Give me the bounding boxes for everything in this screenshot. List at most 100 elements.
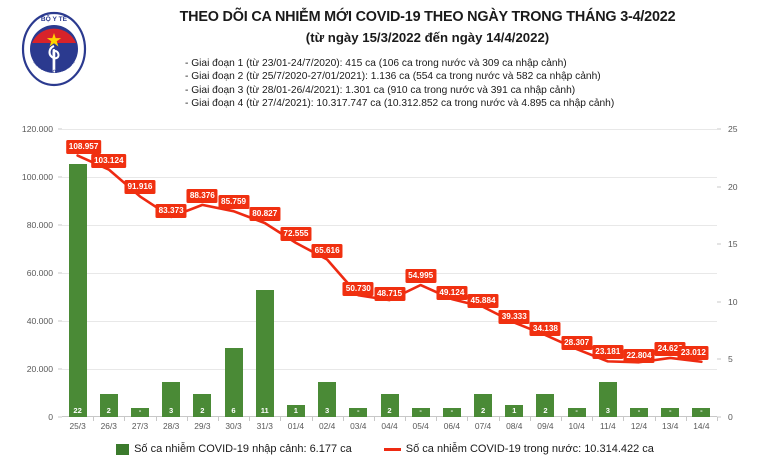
x-axis-tickmark bbox=[498, 417, 500, 421]
phase-line-3: - Giai đoạn 3 (từ 28/01-26/4/2021): 1.30… bbox=[185, 84, 576, 96]
bar: 2 bbox=[193, 393, 212, 417]
y-axis-left-tickmark bbox=[58, 416, 62, 418]
ministry-of-health-logo-icon: BỘ Y TẾ MINISTRY OF HEALTH bbox=[18, 9, 90, 89]
x-axis-tick-label: 10/4 bbox=[568, 421, 585, 431]
bar-value-label: 2 bbox=[387, 406, 392, 415]
line-value-label: 48.715 bbox=[373, 287, 406, 302]
bar-value-label: 22 bbox=[73, 406, 82, 415]
line-value-label: 83.373 bbox=[155, 203, 187, 218]
bar: - bbox=[349, 406, 368, 417]
bar-value-label: 2 bbox=[543, 406, 548, 415]
gridline bbox=[62, 225, 717, 226]
x-axis-tickmark bbox=[155, 417, 157, 421]
x-axis-tickmark bbox=[529, 417, 531, 421]
legend-item-imported-cases: Số ca nhiễm COVID-19 nhập cảnh: 6.177 ca bbox=[116, 443, 352, 455]
phase-line-4: - Giai đoạn 4 (từ 27/4/2021): 10.317.747… bbox=[185, 98, 615, 110]
y-axis-right-tickmark bbox=[717, 186, 721, 188]
bar: 2 bbox=[536, 393, 555, 417]
bar-value-label: - bbox=[668, 406, 672, 415]
x-axis-tick-label: 28/3 bbox=[163, 421, 180, 431]
bar-value-label: - bbox=[637, 406, 641, 415]
x-axis-tick-label: 14/4 bbox=[693, 421, 710, 431]
bar-value-label: 1 bbox=[293, 406, 299, 415]
gridline bbox=[62, 273, 717, 274]
y-axis-right-tick-label: 25 bbox=[728, 124, 738, 134]
bar: - bbox=[411, 406, 430, 417]
x-axis-tickmark bbox=[311, 417, 313, 421]
gridline bbox=[62, 369, 717, 370]
bar: - bbox=[661, 406, 680, 417]
y-axis-left-tickmark bbox=[58, 224, 62, 226]
bar-value-label: 2 bbox=[106, 406, 111, 415]
line-value-label: 72.555 bbox=[280, 226, 312, 241]
y-axis-left-tick-label: 80.000 bbox=[26, 220, 53, 230]
x-axis-tick-label: 02/4 bbox=[318, 421, 336, 431]
bar-value-label: - bbox=[138, 406, 142, 415]
bar-value-label: 11 bbox=[260, 406, 269, 415]
bar: - bbox=[442, 406, 461, 417]
y-axis-right-tick-label: 0 bbox=[728, 412, 733, 422]
bar: - bbox=[692, 406, 711, 417]
y-axis-right-tickmark bbox=[717, 416, 721, 418]
gridline bbox=[62, 129, 717, 130]
y-axis-left-tickmark bbox=[58, 320, 62, 322]
line-value-label: 54.995 bbox=[405, 269, 437, 283]
x-axis-tickmark bbox=[436, 417, 438, 421]
line-value-label: 45.884 bbox=[467, 293, 499, 308]
x-axis-tick-label: 27/3 bbox=[131, 421, 149, 431]
bar-value-label: 3 bbox=[324, 406, 330, 415]
x-axis-tickmark bbox=[405, 417, 407, 421]
x-axis-tickmark bbox=[561, 417, 563, 421]
y-axis-left-tickmark bbox=[58, 128, 62, 130]
x-axis-tickmark bbox=[124, 417, 126, 421]
line-value-label: 23.012 bbox=[677, 345, 709, 360]
chart-legend: Số ca nhiễm COVID-19 nhập cảnh: 6.177 ca… bbox=[0, 443, 770, 455]
bar: 3 bbox=[162, 382, 181, 417]
x-axis-tick-label: 06/4 bbox=[443, 421, 461, 431]
page-title: THEO DÕI CA NHIỄM MỚI COVID-19 THEO NGÀY… bbox=[179, 9, 676, 25]
x-axis-tick-label: 12/4 bbox=[630, 421, 648, 431]
x-axis-tick-label: 03/4 bbox=[350, 421, 367, 431]
line-value-label: 80.827 bbox=[249, 207, 281, 221]
legend-swatch-line-icon bbox=[383, 447, 401, 451]
y-axis-right-tick-label: 10 bbox=[728, 296, 738, 307]
bar: 1 bbox=[505, 405, 524, 417]
x-axis-tick-label: 29/3 bbox=[194, 421, 211, 431]
line-value-label: 65.616 bbox=[311, 243, 343, 258]
x-axis-tickmark bbox=[280, 417, 282, 421]
bar-value-label: 2 bbox=[480, 406, 486, 415]
x-axis-tick-label: 26/3 bbox=[100, 421, 117, 431]
bar-value-label: 6 bbox=[231, 406, 236, 415]
bar-value-label: 2 bbox=[200, 406, 205, 415]
x-axis-tick-label: 31/3 bbox=[256, 421, 273, 431]
bar: 1 bbox=[286, 405, 305, 417]
x-axis-tickmark bbox=[373, 417, 375, 421]
y-axis-right-tick-label: 20 bbox=[728, 181, 738, 192]
bar: - bbox=[630, 406, 649, 417]
x-axis-tickmark bbox=[654, 417, 656, 421]
y-axis-right-tickmark bbox=[717, 358, 721, 360]
line-value-label: 22.804 bbox=[623, 349, 655, 364]
bar-value-label: 3 bbox=[605, 406, 610, 415]
bar: 6 bbox=[224, 347, 243, 417]
line-value-label: 85.759 bbox=[218, 195, 250, 210]
header: BỘ Y TẾ MINISTRY OF HEALTH THEO DÕI CA N… bbox=[0, 0, 770, 112]
y-axis-left-tick-label: 120.000 bbox=[21, 124, 53, 134]
gridline bbox=[62, 177, 717, 178]
bar: - bbox=[130, 406, 149, 417]
y-axis-right-tickmark bbox=[717, 128, 721, 130]
line-value-label: 49.124 bbox=[436, 286, 468, 301]
line-value-label: 28.307 bbox=[561, 336, 593, 351]
x-axis-tick-label: 25/3 bbox=[69, 421, 86, 431]
bar-value-label: - bbox=[419, 406, 422, 415]
phase-summary-list: - Giai đoạn 1 (từ 23/01-24/7/2020): 415 … bbox=[185, 57, 770, 111]
bar: 3 bbox=[318, 382, 337, 417]
chart-plot-area: 0 20.000 40.000 60.000 80.000 100.000 120.000 0… bbox=[22, 124, 738, 431]
bar-value-label: 3 bbox=[169, 406, 174, 415]
y-axis-left-tickmark bbox=[58, 368, 62, 370]
bar: 2 bbox=[474, 393, 493, 417]
phase-line-1: - Giai đoạn 1 (từ 23/01-24/7/2020): 415 … bbox=[185, 58, 567, 69]
gridline bbox=[62, 321, 717, 322]
y-axis-right-tickmark bbox=[717, 301, 721, 303]
